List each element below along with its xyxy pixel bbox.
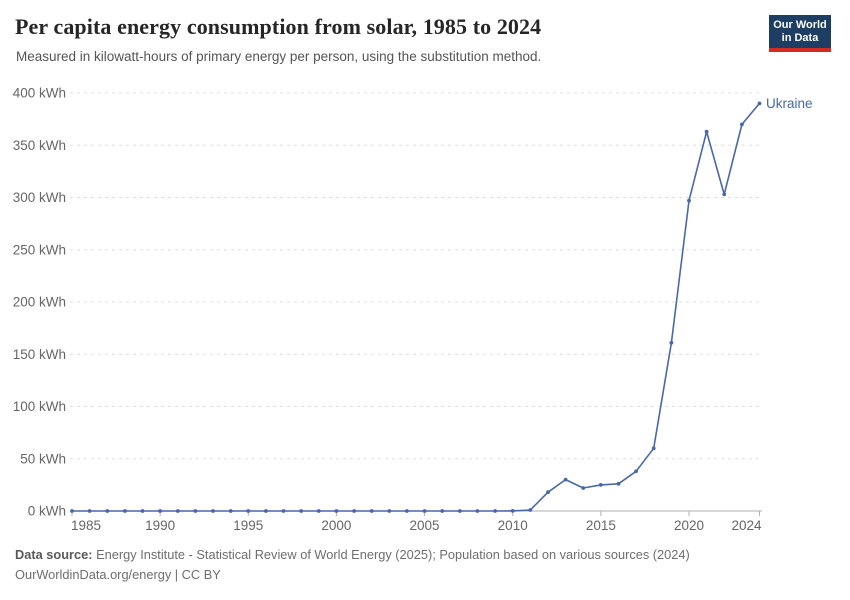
- data-point[interactable]: [651, 446, 656, 451]
- y-tick-label: 100 kWh: [13, 399, 66, 414]
- data-point[interactable]: [510, 509, 515, 513]
- x-tick-label: 2020: [674, 518, 704, 533]
- data-point[interactable]: [704, 129, 709, 134]
- y-tick-label: 250 kWh: [13, 242, 66, 257]
- data-point[interactable]: [228, 509, 233, 513]
- data-point[interactable]: [616, 481, 621, 486]
- data-point[interactable]: [281, 509, 286, 513]
- y-tick-label: 200 kWh: [13, 295, 66, 310]
- data-point[interactable]: [422, 509, 427, 513]
- data-point[interactable]: [211, 509, 215, 513]
- data-point[interactable]: [140, 509, 145, 513]
- data-point[interactable]: [352, 509, 356, 513]
- license-line: OurWorldinData.org/energy | CC BY: [15, 567, 221, 582]
- data-point[interactable]: [563, 477, 568, 482]
- y-tick-label: 400 kWh: [13, 86, 66, 101]
- data-point[interactable]: [740, 122, 744, 127]
- data-point[interactable]: [175, 509, 180, 513]
- data-point[interactable]: [457, 509, 462, 513]
- data-point[interactable]: [440, 509, 445, 513]
- data-point[interactable]: [493, 509, 497, 513]
- x-tick-label: 2024: [731, 518, 762, 533]
- x-tick-label: 2015: [586, 518, 616, 533]
- data-point[interactable]: [528, 508, 533, 512]
- data-point[interactable]: [193, 509, 198, 513]
- owid-logo[interactable]: Our World in Data: [769, 15, 831, 52]
- data-point[interactable]: [546, 490, 550, 495]
- data-point[interactable]: [598, 483, 603, 487]
- x-tick-label: 1995: [233, 518, 263, 533]
- x-tick-label: 1985: [71, 518, 101, 533]
- data-point[interactable]: [87, 509, 92, 513]
- data-point[interactable]: [299, 509, 304, 513]
- data-point[interactable]: [669, 340, 674, 345]
- y-tick-label: 50 kWh: [20, 451, 66, 466]
- data-point[interactable]: [158, 509, 163, 513]
- data-point[interactable]: [634, 469, 638, 474]
- data-point[interactable]: [757, 101, 762, 106]
- chart-footer: Data source: Energy Institute - Statisti…: [15, 545, 835, 585]
- x-tick-label: 2000: [321, 518, 351, 533]
- data-line[interactable]: [71, 102, 761, 512]
- y-tick-label: 350 kWh: [13, 138, 66, 153]
- data-point[interactable]: [334, 509, 339, 513]
- x-tick-label: 1990: [145, 518, 175, 533]
- y-tick-label: 150 kWh: [13, 347, 66, 362]
- data-source-line: Data source: Energy Institute - Statisti…: [15, 545, 835, 565]
- chart-subtitle: Measured in kilowatt-hours of primary en…: [16, 49, 542, 64]
- chart-header: Per capita energy consumption from solar…: [15, 14, 755, 64]
- data-point[interactable]: [722, 192, 727, 197]
- data-point[interactable]: [475, 509, 480, 513]
- chart-title: Per capita energy consumption from solar…: [15, 14, 542, 39]
- data-point[interactable]: [369, 509, 374, 513]
- owid-logo-line1: Our World: [773, 19, 827, 31]
- series-end-label[interactable]: Ukraine: [766, 96, 813, 111]
- x-tick-label: 2010: [498, 518, 528, 533]
- x-tick-label: 2005: [410, 518, 440, 533]
- data-point[interactable]: [687, 198, 691, 203]
- owid-logo-line2: in Data: [781, 31, 819, 44]
- data-point[interactable]: [246, 509, 251, 513]
- data-point[interactable]: [70, 509, 74, 513]
- data-point[interactable]: [316, 509, 321, 513]
- data-source-label: Data source:: [15, 547, 93, 562]
- data-source-text: Energy Institute - Statistical Review of…: [92, 547, 690, 562]
- data-point[interactable]: [123, 509, 127, 513]
- y-tick-label: 0 kWh: [28, 504, 66, 519]
- data-point[interactable]: [581, 486, 586, 490]
- data-point[interactable]: [105, 509, 110, 513]
- data-point[interactable]: [405, 509, 409, 513]
- data-point[interactable]: [387, 509, 392, 513]
- data-point[interactable]: [264, 509, 268, 513]
- y-tick-label: 300 kWh: [13, 190, 66, 205]
